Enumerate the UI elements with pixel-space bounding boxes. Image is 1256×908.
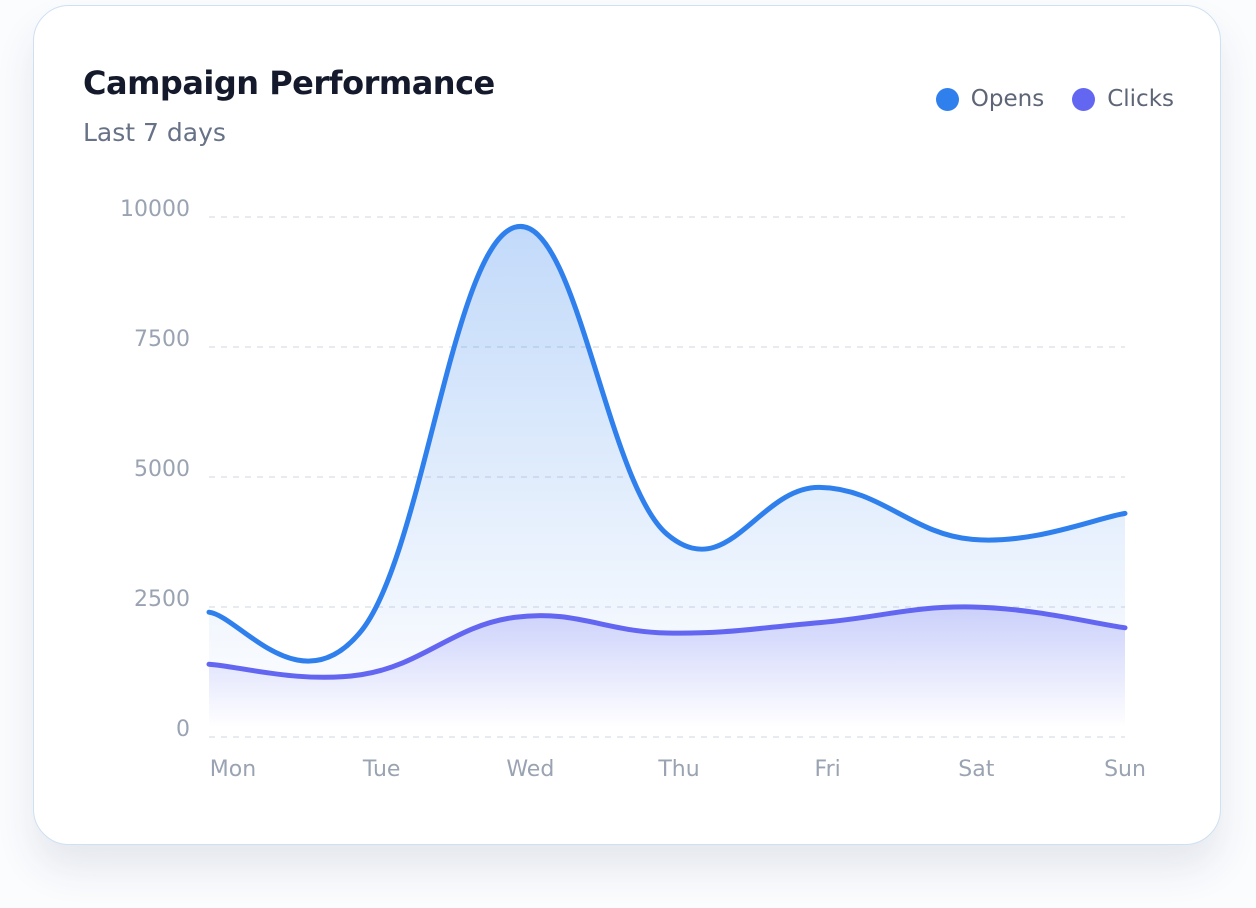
x-tick-label: Fri — [815, 757, 841, 782]
legend-label: Clicks — [1107, 86, 1174, 112]
legend-item-opens[interactable]: Opens — [935, 86, 1045, 112]
y-tick-label: 5000 — [134, 457, 190, 482]
legend-label: Opens — [970, 86, 1045, 112]
legend: Opens Clicks — [935, 86, 1174, 112]
legend-dot-opens-icon — [935, 87, 959, 111]
chart-title: Campaign Performance — [83, 64, 495, 102]
x-tick-label: Sat — [958, 757, 994, 782]
y-tick-label: 2500 — [134, 587, 190, 612]
y-tick-label: 7500 — [134, 327, 190, 352]
clicks-line — [206, 604, 1128, 680]
x-tick-label: Tue — [362, 757, 401, 782]
x-tick-label: Sun — [1104, 757, 1146, 782]
x-tick-label: Wed — [506, 757, 554, 782]
opens-area — [209, 226, 1125, 727]
legend-item-clicks[interactable]: Clicks — [1072, 86, 1174, 112]
x-tick-label: Thu — [657, 757, 699, 782]
clicks-area — [209, 606, 1125, 727]
legend-dot-clicks-icon — [1072, 87, 1096, 111]
chart-subtitle: Last 7 days — [83, 118, 226, 147]
y-tick-label: 0 — [176, 717, 190, 742]
x-tick-label: Mon — [210, 757, 256, 782]
opens-line — [206, 224, 1128, 664]
y-tick-label: 10000 — [120, 197, 190, 222]
